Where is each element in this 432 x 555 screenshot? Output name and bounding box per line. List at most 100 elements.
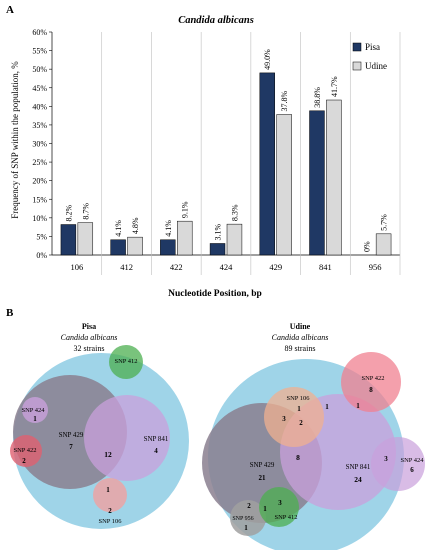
y-tick-label: 15% bbox=[32, 195, 47, 204]
venn-udine-snp429-value: 21 bbox=[259, 474, 267, 482]
data-label-udine: 5.7% bbox=[380, 214, 389, 231]
venn-pisa-snp841-value: 4 bbox=[154, 447, 158, 455]
data-label-pisa: 38.8% bbox=[313, 87, 322, 108]
venn-udine-strains: 89 strains bbox=[285, 344, 316, 353]
legend-swatch-udine bbox=[352, 61, 362, 71]
venn-udine-subtitle: Candida albicans bbox=[272, 333, 329, 342]
legend-swatch-pisa bbox=[352, 42, 362, 52]
venn-pisa-snp412-label: SNP 412 bbox=[114, 358, 137, 365]
venn-udine-snp424-circle bbox=[371, 437, 425, 491]
bar-udine bbox=[226, 223, 243, 256]
y-tick-label: 60% bbox=[32, 28, 47, 37]
venn-udine-snp841-label: SNP 841 bbox=[346, 463, 371, 471]
y-tick-label: 5% bbox=[36, 232, 47, 241]
y-tick-label: 55% bbox=[32, 47, 47, 56]
venn-pisa-snp424-label: SNP 424 bbox=[21, 407, 45, 414]
venn-udine-overlap-422-841: 1 bbox=[356, 402, 360, 410]
venn-pisa-subtitle: Candida albicans bbox=[61, 333, 118, 342]
legend: Pisa Udine bbox=[352, 42, 387, 71]
venn-udine-snp412-label: SNP 412 bbox=[274, 514, 297, 521]
y-tick-label: 30% bbox=[32, 140, 47, 149]
venn-udine: Udine Candida albicans 89 strains SNP 42… bbox=[202, 322, 425, 555]
venn-udine-overlap-106-841: 1 bbox=[325, 403, 329, 411]
venn-udine-snp424-value: 6 bbox=[410, 466, 414, 474]
venn-udine-snp429-label: SNP 429 bbox=[250, 461, 275, 469]
x-tick-label: 422 bbox=[170, 262, 183, 272]
x-tick-label: 429 bbox=[269, 262, 282, 272]
venn-udine-snp106-circle bbox=[264, 387, 324, 447]
venn-udine-snp412-circle bbox=[259, 487, 299, 527]
venn-udine-snp422-circle bbox=[341, 352, 401, 412]
venn-udine-snp841-value: 24 bbox=[354, 475, 362, 484]
venn-udine-overlap-424-841: 3 bbox=[384, 455, 388, 463]
x-tick-label: 412 bbox=[120, 262, 133, 272]
bar-udine bbox=[127, 236, 143, 256]
data-label-udine: 8.3% bbox=[230, 204, 239, 221]
x-tick-label: 424 bbox=[220, 262, 234, 272]
data-label-pisa: 4.1% bbox=[164, 220, 173, 237]
venn-pisa-snp429-label: SNP 429 bbox=[59, 431, 84, 439]
x-tick-label: 956 bbox=[369, 262, 382, 272]
x-axis-label: Nucleotide Position, bp bbox=[168, 289, 262, 299]
venn-udine-overlap-106-429: 3 bbox=[282, 415, 286, 423]
venn-pisa-snp412-circle bbox=[109, 345, 143, 379]
venn-pisa-snp422-label: SNP 422 bbox=[13, 447, 36, 454]
y-tick-label: 10% bbox=[32, 214, 47, 223]
venn-udine-title: Udine bbox=[290, 322, 311, 331]
venn-udine-overlap-106-429-841: 2 bbox=[299, 419, 303, 427]
venn-pisa-strains: 32 strains bbox=[74, 344, 105, 353]
data-label-udine: 37.8% bbox=[280, 91, 289, 112]
chart-title: Candida albicans bbox=[178, 15, 254, 26]
venn-pisa-snp429-value: 7 bbox=[69, 443, 73, 451]
venn-pisa-snp422-circle bbox=[10, 435, 42, 467]
venn-pisa-snp106-value: 2 bbox=[108, 507, 112, 515]
data-label-pisa: 8.2% bbox=[64, 205, 73, 222]
y-tick-label: 25% bbox=[32, 158, 47, 167]
venn-udine-snp422-value: 8 bbox=[369, 386, 373, 394]
bar-pisa bbox=[259, 72, 275, 256]
venn-pisa-snp424-circle bbox=[22, 397, 48, 423]
venn-pisa-snp424-value: 1 bbox=[33, 415, 37, 423]
bar-udine bbox=[326, 99, 342, 256]
venn-pisa-overlap-429-841: 12 bbox=[104, 450, 112, 459]
venn-pisa-snp106-label: SNP 106 bbox=[98, 518, 122, 525]
venn-pisa-snp841-label: SNP 841 bbox=[144, 435, 169, 443]
data-label-pisa: 4.1% bbox=[114, 220, 123, 237]
bar-pisa bbox=[309, 110, 325, 256]
venn-udine-snp424-label: SNP 424 bbox=[400, 457, 424, 464]
data-label-pisa: 0% bbox=[363, 241, 372, 252]
data-label-udine: 9.1% bbox=[181, 201, 190, 218]
venn-udine-snp956-circle bbox=[230, 500, 266, 536]
legend-label-pisa: Pisa bbox=[365, 42, 380, 52]
data-label-udine: 41.7% bbox=[330, 76, 339, 97]
venn-udine-snp956-value: 1 bbox=[244, 524, 248, 532]
venn-pisa-snp422-value: 2 bbox=[22, 457, 26, 465]
y-tick-label: 35% bbox=[32, 121, 47, 130]
y-tick-label: 20% bbox=[32, 177, 47, 186]
data-label-pisa: 49.0% bbox=[263, 49, 272, 70]
data-label-udine: 8.7% bbox=[81, 203, 90, 220]
y-tick-label: 50% bbox=[32, 65, 47, 74]
venn-pisa-title: Pisa bbox=[82, 322, 96, 331]
bar-udine bbox=[276, 114, 292, 256]
x-tick-label: 841 bbox=[319, 262, 332, 272]
venn-udine-snp106-value: 1 bbox=[297, 405, 301, 413]
venn-udine-overlap-956-429: 2 bbox=[247, 502, 251, 510]
venn-udine-overlap-429-841: 8 bbox=[296, 453, 300, 462]
y-tick-label: 40% bbox=[32, 102, 47, 111]
bar-udine bbox=[77, 222, 94, 256]
panel-b-letter: B bbox=[6, 307, 14, 319]
x-tick-label: 106 bbox=[70, 262, 83, 272]
bar-pisa bbox=[209, 243, 226, 256]
bar-chart: 0% 5% 10% 15% 20% 25% 30% 35% 40% 45% 50% 55% 60% 8.2… bbox=[32, 28, 401, 275]
data-label-pisa: 3.1% bbox=[214, 223, 223, 240]
venn-pisa-snp106-circle bbox=[93, 478, 127, 512]
venn-udine-overlap-956-412: 1 bbox=[263, 505, 267, 513]
data-label-udine: 4.8% bbox=[131, 217, 140, 234]
bar-udine bbox=[177, 220, 193, 256]
panel-a-letter: A bbox=[6, 4, 14, 16]
y-tick-label: 45% bbox=[32, 84, 47, 93]
venn-pisa: Pisa Candida albicans 32 strains SNP 429… bbox=[10, 322, 189, 529]
venn-pisa-overlap-106: 1 bbox=[106, 486, 110, 494]
